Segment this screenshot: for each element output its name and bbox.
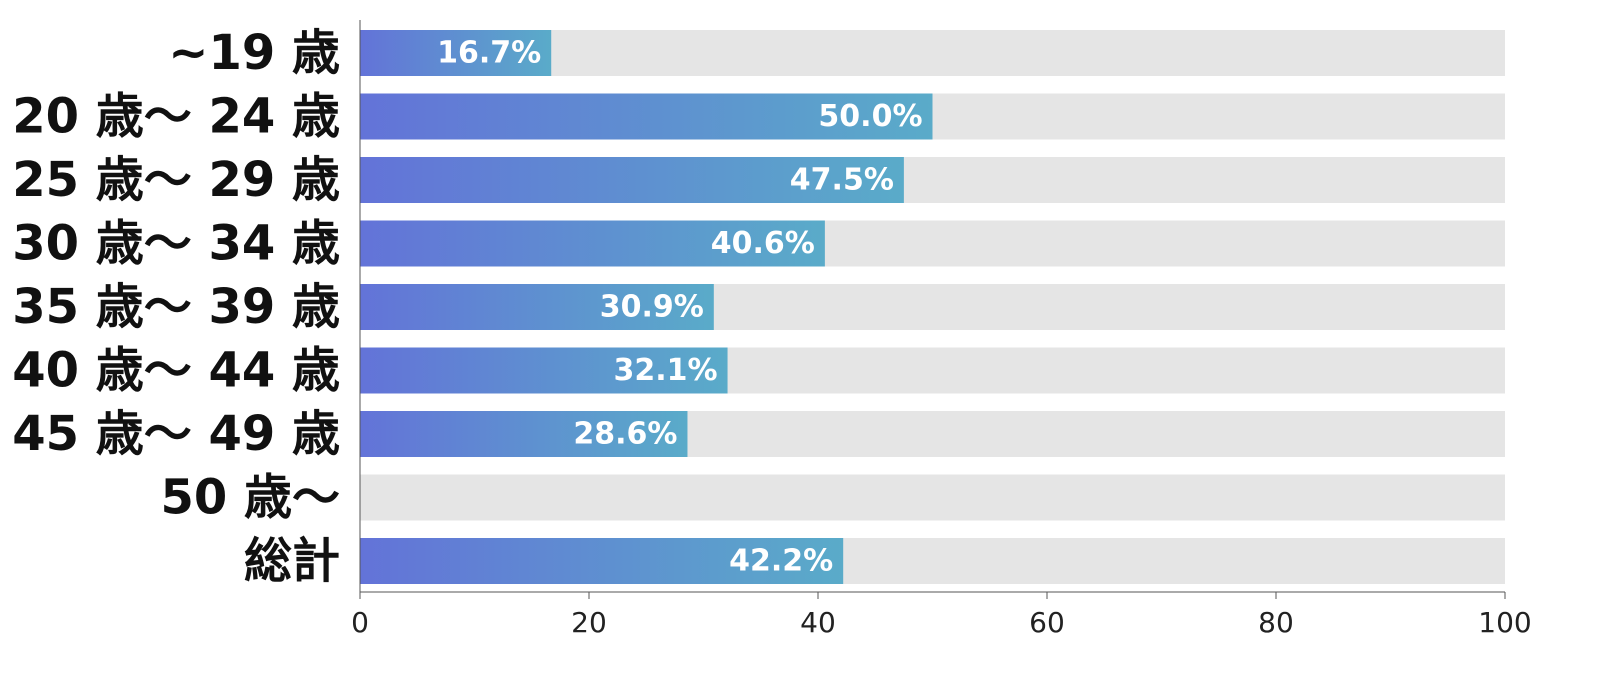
category-label: 20 歳～ 24 歳 bbox=[12, 89, 340, 145]
data-label: 42.2% bbox=[729, 544, 833, 579]
data-label: 32.1% bbox=[613, 353, 717, 388]
category-label: 50 歳～ bbox=[160, 470, 340, 526]
category-label: 30 歳～ 34 歳 bbox=[12, 216, 340, 272]
bar bbox=[360, 284, 714, 330]
bar bbox=[360, 30, 552, 76]
x-tick-label: 20 bbox=[571, 606, 607, 639]
bar bbox=[360, 93, 933, 140]
bars bbox=[360, 30, 933, 584]
category-label: 40 歳～ 44 歳 bbox=[12, 343, 340, 399]
x-tick-label: 100 bbox=[1478, 606, 1531, 639]
x-tick-label: 60 bbox=[1029, 606, 1065, 639]
value-labels: 16.7% 50.0% 47.5% 40.6%30.9% 32.1% 28.6% 42.2% bbox=[437, 36, 922, 579]
bar bbox=[360, 411, 688, 457]
x-tick-label: 40 bbox=[800, 606, 836, 639]
data-label: 47.5% bbox=[790, 163, 894, 198]
axes: 0 20 40 60 80 100 bbox=[351, 20, 1532, 639]
bar bbox=[360, 538, 844, 584]
bar bbox=[360, 347, 728, 394]
data-label: 50.0% bbox=[818, 99, 922, 134]
category-labels: ~19 歳 20 歳～ 24 歳 25 歳～ 29 歳 30 歳～ 34 歳 35 歳～… bbox=[12, 25, 340, 589]
x-tick-label: 80 bbox=[1258, 606, 1294, 639]
category-label: 25 歳～ 29 歳 bbox=[12, 152, 340, 208]
data-label: 16.7% bbox=[437, 36, 541, 71]
data-label: 28.6% bbox=[573, 417, 677, 452]
category-label: 45 歳～ 49 歳 bbox=[12, 406, 340, 462]
category-label: ~19 歳 bbox=[168, 25, 340, 81]
x-tick-label: 0 bbox=[351, 606, 369, 639]
data-label: 30.9% bbox=[600, 290, 704, 325]
bar bbox=[360, 220, 825, 267]
bar-track bbox=[360, 474, 1505, 521]
category-label: 35 歳～ 39 歳 bbox=[12, 279, 340, 335]
bar bbox=[360, 157, 904, 203]
data-label: 40.6% bbox=[711, 226, 815, 261]
category-label: 総計 bbox=[244, 533, 340, 589]
